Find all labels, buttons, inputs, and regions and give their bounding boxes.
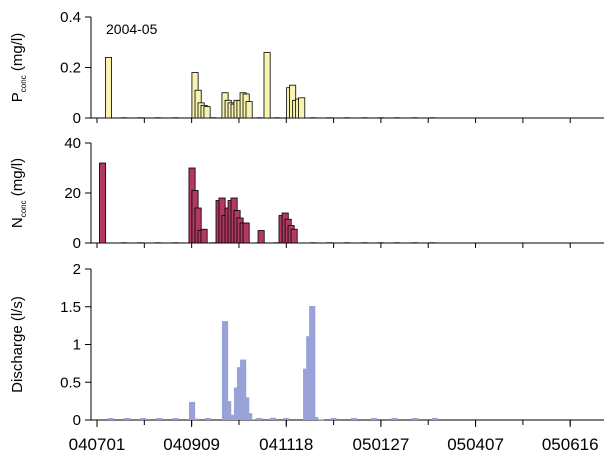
y-axis-title-subscript: conc: [19, 75, 28, 92]
bar: [188, 401, 196, 420]
bar: [298, 97, 306, 119]
y-tick-label: 0.4: [60, 9, 81, 26]
bar: [236, 367, 244, 420]
bar: [242, 222, 250, 244]
y-tick-label: 40: [64, 135, 81, 152]
bar: [243, 397, 250, 420]
y-axis-title-units: (mg/l): [9, 158, 26, 201]
y-axis-title-main: P: [9, 92, 26, 102]
bar: [221, 321, 229, 420]
bar: [104, 57, 112, 119]
x-tick-label: 040701: [69, 435, 126, 454]
y-tick-label: 0.2: [60, 60, 81, 77]
discharge-panel: 0 0.5 1 1.5 2 Discharge (l/s) 040701 040909 0411…: [9, 261, 604, 454]
bar: [225, 401, 232, 420]
bar: [191, 418, 199, 420]
bar: [99, 162, 107, 244]
y-tick-label: 1: [73, 337, 81, 354]
bar: [245, 101, 253, 119]
y-tick-label: 0.5: [60, 374, 81, 391]
y-axis-title-units: (mg/l): [9, 33, 26, 76]
x-tick-label: 050616: [542, 435, 599, 454]
y-axis-title-main: N: [9, 217, 26, 228]
bar: [257, 230, 265, 244]
bar: [240, 359, 247, 420]
x-tick-label: 041118: [259, 435, 313, 454]
y-axis-title-subscript: conc: [19, 200, 28, 217]
y-tick-label: 2: [73, 261, 81, 278]
y-tick-label: 20: [64, 185, 81, 202]
y-tick-label: 1.5: [60, 299, 81, 316]
bar: [200, 228, 208, 244]
panel-annotation: 2004-05: [106, 21, 158, 37]
bar: [318, 419, 325, 421]
bar: [263, 51, 271, 119]
bar: [248, 419, 256, 420]
y-axis-title: Pconc (mg/l): [9, 33, 28, 102]
x-tick-label: 040909: [163, 435, 220, 454]
y-axis-title: Discharge (l/s): [9, 296, 26, 393]
y-tick-label: 0: [73, 235, 81, 252]
bar: [303, 368, 310, 420]
y-axis-title: Nconc (mg/l): [9, 158, 28, 228]
bar: [270, 417, 277, 420]
x-tick-label: 050407: [447, 435, 504, 454]
bar: [312, 416, 319, 420]
bar: [290, 228, 298, 244]
p-concentration-panel: 0 0.2 0.4 Pconc (mg/l) 2004-05: [9, 9, 604, 127]
bar: [246, 413, 253, 420]
n-concentration-panel: 0 20 40 Nconc (mg/l): [9, 135, 604, 252]
x-tick-label: 050127: [353, 435, 410, 454]
y-tick-label: 0: [73, 110, 81, 127]
y-tick-label: 0: [73, 412, 81, 429]
bar: [309, 305, 316, 420]
bar: [203, 106, 211, 119]
